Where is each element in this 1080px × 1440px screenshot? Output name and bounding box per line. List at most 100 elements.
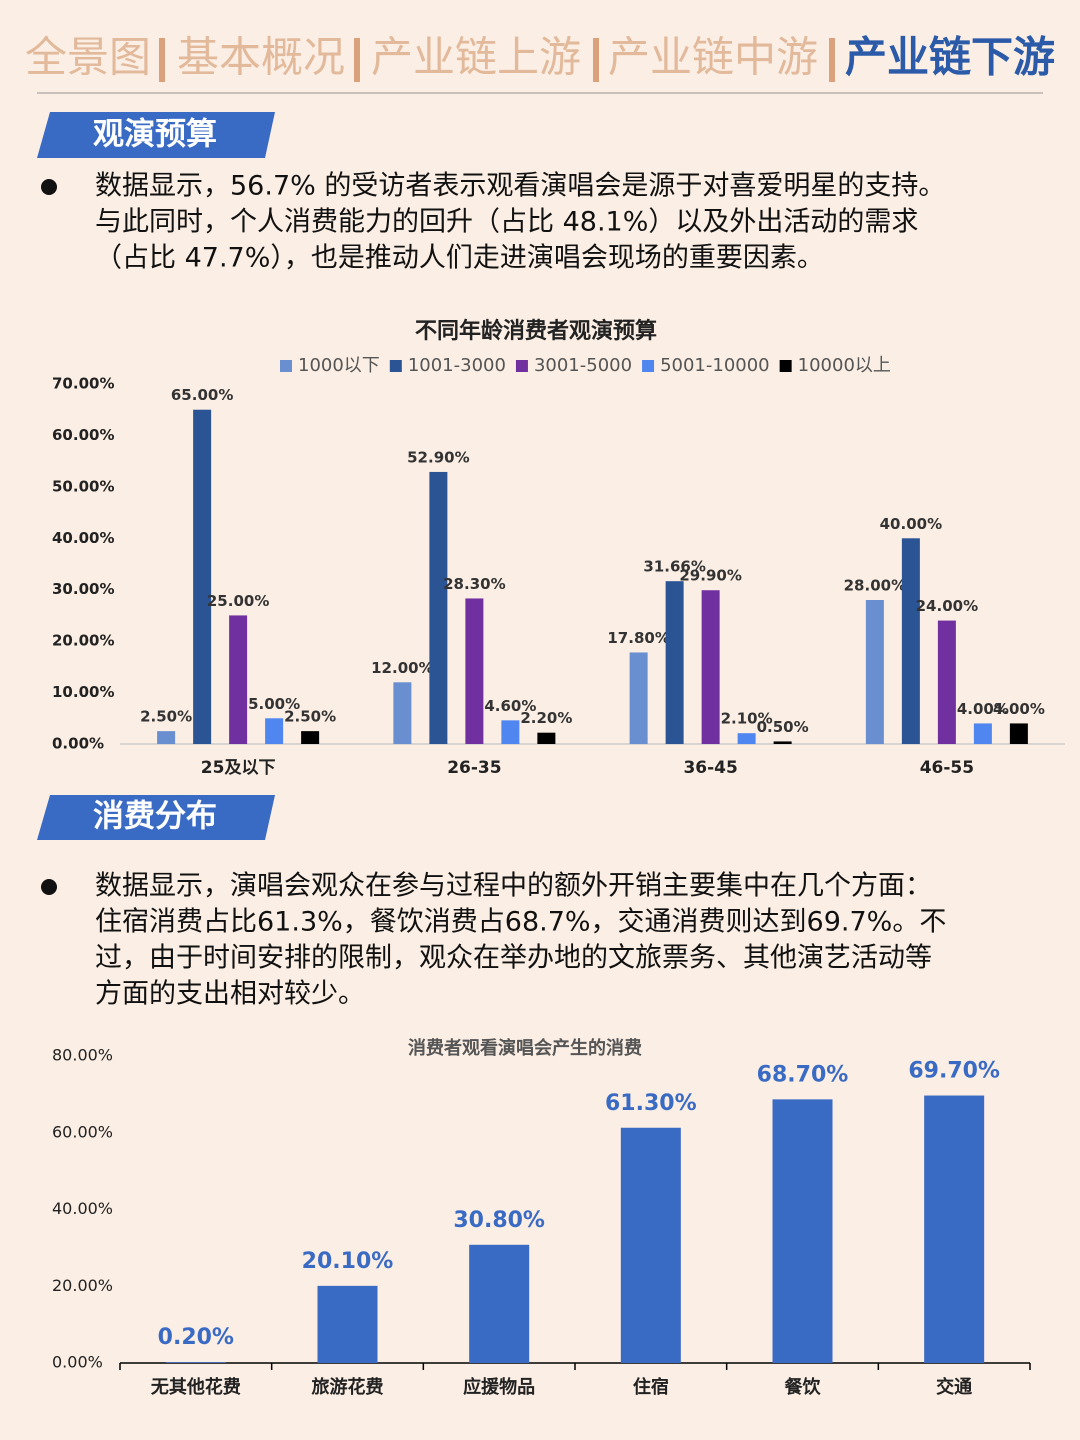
legend-label: 1001-3000: [408, 355, 506, 376]
value-label: 2.50%: [140, 708, 192, 726]
y-tick-label: 40.00%: [52, 529, 114, 547]
bar: [773, 741, 792, 744]
x-tick-label: 26-35: [447, 758, 501, 778]
value-label: 30.80%: [453, 1208, 545, 1233]
nav-tab[interactable]: 基本概况: [177, 33, 345, 82]
value-label: 31.66%: [643, 558, 705, 576]
value-label: 40.00%: [880, 515, 942, 533]
y-tick-label: 30.00%: [52, 580, 114, 598]
x-tick-label: 无其他花费: [151, 1376, 241, 1398]
y-tick-label: 0.00%: [52, 735, 104, 753]
paragraph-line: 数据显示，56.7% 的受访者表示观看演唱会是源于对喜爱明星的支持。: [95, 171, 945, 202]
x-tick-label: 46-55: [920, 758, 974, 778]
bar: [165, 1362, 226, 1363]
y-tick-label: 40.00%: [52, 1199, 113, 1218]
bar: [701, 590, 720, 744]
nav-separator: [829, 38, 835, 82]
value-label: 0.50%: [757, 718, 809, 736]
y-tick-label: 60.00%: [52, 426, 114, 444]
bar: [501, 720, 520, 744]
y-tick-label: 60.00%: [52, 1122, 113, 1141]
value-label: 12.00%: [371, 659, 433, 677]
paragraph-line: 数据显示，演唱会观众在参与过程中的额外开销主要集中在几个方面：: [95, 871, 932, 902]
nav-separator: [354, 38, 360, 82]
bullet: [41, 179, 57, 195]
bar: [620, 1127, 681, 1363]
bar: [665, 581, 684, 744]
paragraph-line: 过，由于时间安排的限制，观众在举办地的文旅票务、其他演艺活动等: [95, 943, 932, 974]
bar: [229, 615, 248, 744]
bar: [157, 731, 176, 744]
bullet: [41, 879, 57, 895]
nav-separator: [593, 38, 599, 82]
legend-label: 3001-5000: [534, 355, 632, 376]
legend-swatch: [642, 360, 655, 372]
legend-label: 5001-10000: [660, 355, 770, 376]
bar: [301, 731, 320, 744]
legend-swatch: [779, 360, 792, 372]
nav-tab[interactable]: 产业链下游: [845, 33, 1055, 82]
bar: [537, 732, 556, 744]
value-label: 2.10%: [721, 710, 773, 728]
x-tick-label: 25及以下: [201, 758, 276, 778]
value-label: 68.70%: [757, 1062, 849, 1087]
x-tick-label: 餐饮: [784, 1376, 822, 1398]
nav-separator: [159, 38, 165, 82]
legend-label: 1000以下: [298, 355, 380, 376]
value-label: 5.00%: [248, 695, 300, 713]
y-tick-label: 70.00%: [52, 375, 114, 393]
y-tick-label: 10.00%: [52, 683, 114, 701]
value-label: 24.00%: [916, 597, 978, 615]
chart-title: 不同年龄消费者观演预算: [415, 318, 657, 344]
value-label: 17.80%: [607, 629, 669, 647]
value-label: 52.90%: [407, 448, 469, 466]
legend-swatch: [280, 360, 292, 372]
value-label: 61.30%: [605, 1091, 697, 1116]
legend-label: 10000以上: [798, 355, 891, 376]
nav-tab[interactable]: 全景图: [25, 33, 151, 82]
section-title: 观演预算: [93, 117, 217, 153]
value-label: 4.00%: [993, 700, 1045, 718]
bar: [737, 733, 756, 744]
bar: [429, 471, 448, 744]
bar: [465, 598, 484, 744]
section: 消费分布 数据显示，演唱会观众在参与过程中的额外开销主要集中在几个方面： 住宿消…: [37, 795, 946, 1010]
bar: [317, 1285, 378, 1363]
legend-swatch: [515, 360, 528, 372]
section: 观演预算 数据显示，56.7% 的受访者表示观看演唱会是源于对喜爱明星的支持。 …: [37, 112, 945, 274]
section-badge: [37, 112, 275, 158]
value-label: 2.20%: [520, 709, 572, 727]
bar: [629, 652, 648, 744]
value-label: 28.30%: [443, 575, 505, 593]
bar: [924, 1095, 985, 1363]
chart-title: 消费者观看演唱会产生的消费: [408, 1037, 642, 1059]
x-tick-label: 住宿: [633, 1376, 669, 1398]
paragraph-line: 住宿消费占比61.3%，餐饮消费占68.7%，交通消费则达到69.7%。不: [95, 907, 946, 938]
y-tick-label: 50.00%: [52, 477, 114, 495]
nav-tab[interactable]: 产业链中游: [608, 33, 818, 82]
x-tick-label: 旅游花费: [312, 1376, 384, 1398]
x-tick-label: 应援物品: [463, 1376, 535, 1398]
value-label: 29.90%: [679, 567, 741, 585]
bar: [469, 1244, 530, 1363]
bar: [265, 718, 284, 744]
nav: 全景图 基本概况 产业链上游 产业链中游 产业链下游: [25, 33, 1055, 94]
nav-tab[interactable]: 产业链上游: [371, 33, 581, 82]
value-label: 69.70%: [908, 1059, 1000, 1084]
y-tick-label: 0.00%: [52, 1353, 103, 1372]
bar: [865, 600, 884, 744]
y-tick-label: 20.00%: [52, 632, 114, 650]
paragraph-line: 方面的支出相对较少。: [95, 979, 365, 1010]
bar: [973, 723, 992, 744]
bar: [901, 538, 920, 744]
section-badge: [37, 795, 275, 840]
bar: [772, 1099, 833, 1363]
legend-swatch: [389, 360, 402, 372]
bar: [193, 409, 212, 744]
y-tick-label: 20.00%: [52, 1276, 113, 1295]
bar: [393, 682, 412, 744]
paragraph-line: （占比 47.7%），也是推动人们走进演唱会现场的重要因素。: [95, 243, 824, 274]
paragraph-line: 与此同时，个人消费能力的回升（占比 48.1%）以及外出活动的需求: [95, 207, 918, 238]
